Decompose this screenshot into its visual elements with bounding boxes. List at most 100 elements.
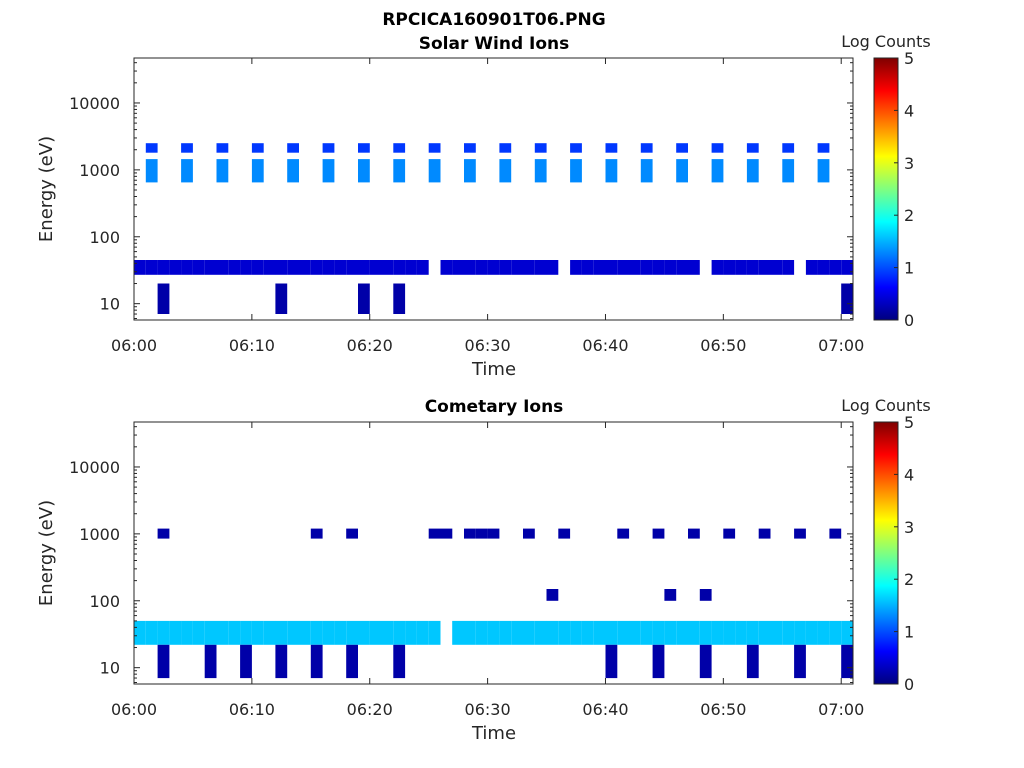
spectrogram-cell (416, 620, 429, 645)
spectrogram-cell (181, 159, 193, 183)
spectrogram-cell (688, 260, 700, 275)
spectrogram-cell (735, 260, 747, 275)
spectrogram-cell (499, 143, 512, 153)
spectrogram-cell (546, 620, 559, 645)
spectrogram-cell (605, 143, 618, 153)
colorbar-tick-label: 1 (904, 259, 914, 278)
spectrogram-cell (381, 620, 394, 645)
spectrogram-cell (204, 260, 217, 275)
spectrogram-cell (464, 260, 476, 275)
spectrogram-cell (558, 528, 571, 539)
spectrogram-cell (393, 260, 406, 275)
spectrogram-cell (145, 260, 158, 275)
spectrogram-cell (487, 620, 500, 645)
spectrogram-cell (593, 260, 606, 275)
spectrogram-cell (699, 620, 712, 645)
spectrogram-cell (251, 620, 264, 645)
spectrogram-cell (652, 620, 665, 645)
spectrogram-cell (322, 620, 335, 645)
spectrogram-cell (805, 260, 818, 275)
spectrogram-cell (464, 528, 476, 539)
spectrogram-cell (487, 528, 500, 539)
spectrogram-cell (711, 260, 724, 275)
spectrogram-cell (322, 143, 335, 153)
spectrogram-cell (546, 260, 559, 275)
spectrogram-cell (393, 620, 406, 645)
spectrogram-cell (240, 260, 252, 275)
spectrogram-cell (581, 260, 594, 275)
spectrogram-cell (216, 159, 229, 183)
spectrogram-cell (770, 260, 783, 275)
y-tick-label: 10000 (69, 458, 120, 477)
spectrogram-cell (711, 159, 724, 183)
spectrogram-cell (746, 260, 759, 275)
x-tick-label: 06:30 (465, 700, 511, 719)
spectrogram-cell (405, 260, 417, 275)
spectrogram-cell (464, 159, 476, 183)
spectrogram-cell (192, 620, 205, 645)
spectrogram-cell (358, 283, 370, 314)
spectrogram-cells (134, 143, 853, 314)
spectrogram-cell (534, 159, 547, 183)
y-axis-label: Energy (eV) (36, 500, 57, 606)
spectrogram-cell (169, 260, 182, 275)
spectrogram-cell (204, 644, 217, 679)
spectrogram-cell (487, 260, 500, 275)
spectrogram-cell (817, 143, 830, 153)
colorbar-label: Log Counts (841, 396, 931, 415)
spectrogram-cell (829, 260, 842, 275)
colorbar-tick-label: 2 (904, 206, 914, 225)
y-tick-label: 10 (100, 659, 120, 678)
spectrogram-cell (640, 159, 653, 183)
spectrogram-cell (664, 589, 677, 601)
spectrogram-cell (369, 260, 382, 275)
spectrogram-cell (534, 620, 547, 645)
spectrogram-cell (145, 159, 158, 183)
spectrogram-cell (534, 260, 547, 275)
spectrogram-cell (699, 589, 712, 601)
colorbar-ticks: 0 1 2 3 4 5 (894, 413, 914, 694)
spectrogram-cell (216, 143, 229, 153)
spectrogram-cell (534, 143, 547, 153)
spectrogram-cell (310, 260, 323, 275)
spectrogram-cell (617, 260, 630, 275)
spectrogram-cell (640, 143, 653, 153)
spectrogram-cell (157, 528, 170, 539)
spectrogram-cell (746, 143, 759, 153)
spectrogram-cell (181, 260, 193, 275)
spectrogram-cell (758, 528, 771, 539)
spectrogram-cell (192, 260, 205, 275)
spectrogram-cell (617, 528, 630, 539)
spectrogram-cell (605, 620, 618, 645)
spectrogram-cell (251, 260, 264, 275)
spectrogram-cell (157, 283, 170, 314)
y-tick-label: 10000 (69, 94, 120, 113)
spectrogram-cell (346, 620, 358, 645)
spectrogram-cell (758, 620, 771, 645)
spectrogram-cell (287, 143, 299, 153)
spectrogram-cell (181, 143, 193, 153)
spectrogram-cell (746, 644, 759, 679)
spectrogram-cell (688, 528, 700, 539)
colorbar-tick-label: 0 (904, 311, 914, 330)
y-axis-ticks: 10 100 1000 10000 (69, 62, 853, 320)
spectrogram-cell (228, 620, 241, 645)
spectrogram-cell (640, 620, 653, 645)
spectrogram-cell (346, 644, 358, 679)
spectrogram-cell (676, 159, 688, 183)
spectrogram-cell (581, 620, 594, 645)
spectrogram-cell (523, 260, 535, 275)
spectrogram-cell (428, 143, 441, 153)
spectrogram-cell (558, 620, 571, 645)
spectrogram-cell (782, 620, 795, 645)
spectrogram-cell (593, 620, 606, 645)
spectrogram-cell (369, 620, 382, 645)
spectrogram-cell (157, 260, 170, 275)
spectrogram-cell (676, 143, 688, 153)
spectrogram-cell (735, 620, 747, 645)
spectrogram-cells (134, 528, 853, 679)
x-tick-label: 06:20 (347, 336, 393, 355)
spectrogram-cell (393, 159, 406, 183)
spectrogram-cell (381, 260, 394, 275)
